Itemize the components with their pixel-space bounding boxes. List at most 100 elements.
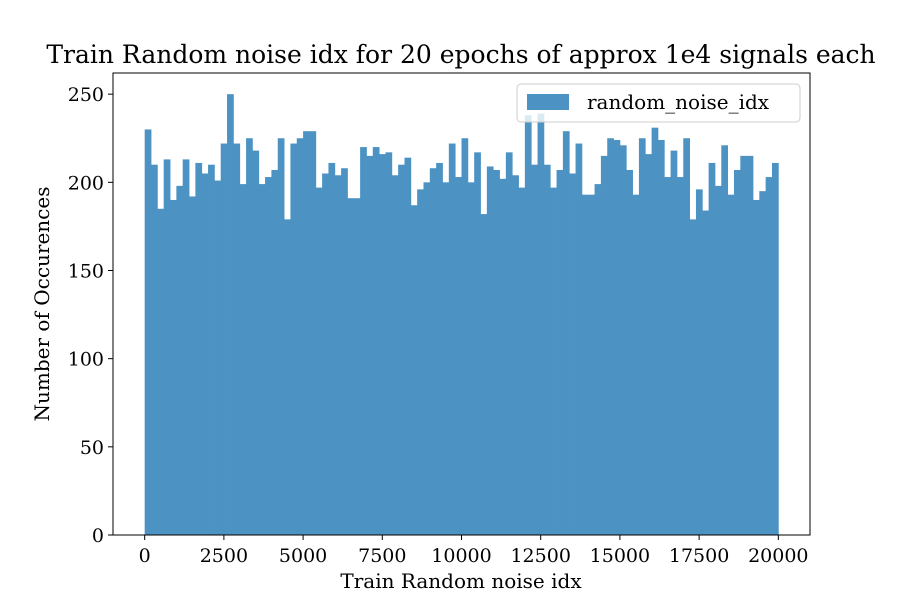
histogram-bar [474,152,481,536]
histogram-bar [239,184,247,535]
histogram-bar [341,168,348,535]
histogram-bar [537,113,545,535]
histogram-bar [651,127,659,535]
histogram-bar [714,185,722,535]
histogram-bar [220,143,228,535]
histogram-bar [182,159,190,535]
x-tick-label: 5000 [279,545,327,567]
histogram-bar [588,194,595,535]
histogram-bar [284,219,291,536]
histogram-bar [429,168,437,535]
histogram-bar [759,191,767,536]
x-tick-label: 15000 [590,545,650,567]
histogram-bar [676,177,684,536]
histogram-bar [296,138,304,536]
legend-label: random_noise_idx [587,90,770,114]
histogram-bar [518,187,526,535]
histogram-bar [632,194,640,535]
histogram-bar [512,175,519,535]
histogram-bar [214,180,222,535]
histogram-bar [246,138,253,536]
histogram-bar [208,164,215,536]
histogram-bar [277,138,285,536]
histogram-bar [252,150,260,536]
histogram-bar [163,159,171,535]
histogram-bar [702,210,710,535]
histogram-bar [499,178,507,536]
histogram-bar [581,194,589,535]
histogram-bar [360,147,367,535]
histogram-bar [562,131,570,535]
histogram-bar [334,175,342,535]
histogram-bar [575,143,583,535]
histogram-bar [385,152,393,536]
histogram-bar [600,155,608,535]
y-tick-label: 150 [68,260,104,282]
y-tick-label: 200 [68,172,104,194]
histogram-bar [315,187,323,535]
histogram-bar [556,169,564,535]
y-tick-label: 50 [80,437,104,459]
histogram-bar [467,182,475,535]
histogram-bar [493,169,500,535]
histogram-bar [746,155,754,535]
histogram-bar [480,214,488,535]
legend-box [516,83,801,123]
histogram-bar [645,154,652,535]
y-axis-label: Number of Occurences [30,187,54,422]
x-tick-label: 10000 [431,545,491,567]
histogram-bar [664,177,671,536]
histogram-bar [233,143,241,535]
histogram-bar [619,145,627,535]
histogram-bar [398,164,405,536]
histogram-bar [550,187,557,535]
histogram-bar [448,143,456,535]
histogram-bar [176,185,184,535]
histogram-bar [727,194,735,535]
histogram-bar [543,164,551,536]
histogram-bar [455,177,462,536]
x-tick-label: 0 [139,545,151,567]
histogram-bar [695,189,703,535]
histogram-bar [524,115,532,535]
histogram-bar [366,155,374,535]
histogram-bar [353,198,361,535]
histogram-bar [569,173,576,535]
histogram-bar [417,189,424,535]
histogram-bar [227,94,234,535]
histogram-bar [531,164,538,536]
histogram-bar [752,199,760,535]
chart-title: Train Random noise idx for 20 epochs of … [46,40,875,69]
histogram-bar [195,162,203,535]
histogram-bar [461,138,469,536]
histogram-bar [303,131,310,535]
histogram-bar [290,143,298,535]
histogram-bar [594,184,602,535]
y-tick-label: 0 [92,525,104,547]
histogram-bar [189,196,196,535]
legend-swatch [527,94,569,110]
histogram-bar [410,205,418,536]
x-axis-label: Train Random noise idx [340,569,582,593]
histogram-bar [201,173,209,535]
histogram-bar [607,138,614,536]
histogram-bar [708,162,716,535]
histogram-bar [322,173,329,535]
x-tick-label: 2500 [200,545,248,567]
histogram-bar [442,182,450,535]
x-tick-label: 12500 [510,545,570,567]
histogram-bars [144,94,779,536]
histogram-bar [258,184,266,535]
histogram-bar [505,152,513,536]
x-tick-label: 17500 [669,545,729,567]
histogram-bar [372,147,380,535]
legend: random_noise_idx [516,83,801,123]
histogram-bar [733,169,741,535]
histogram-bar [157,208,165,535]
histogram-bar [328,162,336,535]
histogram-bar [638,138,646,536]
histogram-bar [670,150,678,536]
histogram-bar [170,199,177,535]
x-tick-label: 7500 [358,545,406,567]
